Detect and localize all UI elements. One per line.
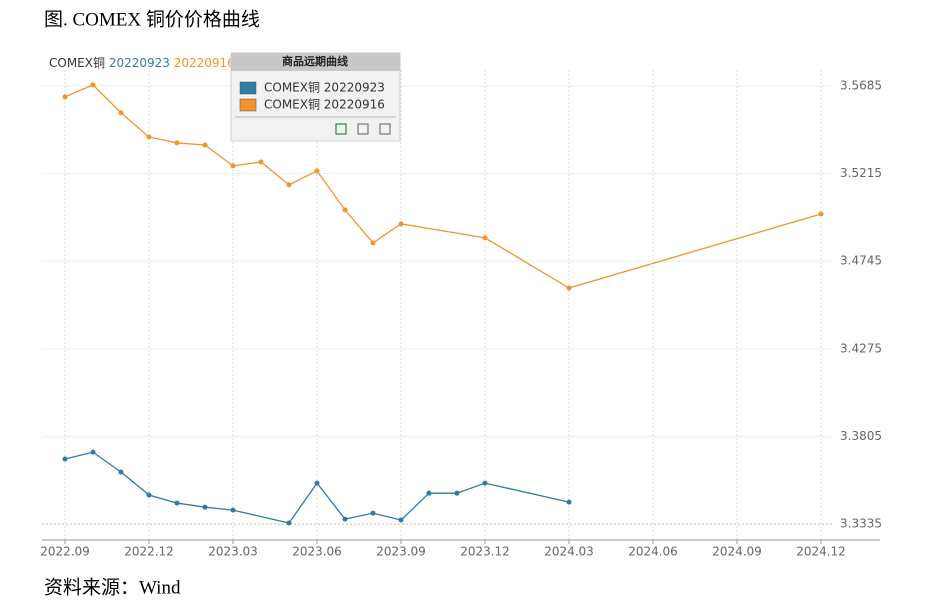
legend-header [231, 53, 400, 71]
data-point [314, 168, 320, 174]
data-point [342, 516, 348, 522]
legend-icon [379, 123, 391, 135]
header-date: 20220916 [174, 56, 235, 70]
data-point [342, 207, 348, 213]
data-point [146, 492, 152, 498]
legend-label: COMEX铜 20220923 [264, 80, 385, 95]
data-point [426, 490, 432, 496]
data-point [62, 94, 68, 100]
y-tick-label: 3.4275 [840, 341, 882, 355]
series-line [64, 451, 570, 524]
data-point [90, 82, 96, 88]
x-tick-label: 2022.12 [124, 545, 174, 559]
x-tick-label: 2024.09 [712, 545, 762, 559]
data-point [258, 159, 264, 165]
data-point [370, 510, 376, 516]
legend-icon [357, 123, 369, 135]
chart-title: 图. COMEX 铜价价格曲线 [44, 8, 260, 30]
data-point [370, 240, 376, 246]
data-point [398, 517, 404, 523]
data-point [230, 507, 236, 513]
data-point [818, 211, 824, 217]
data-point [566, 285, 572, 291]
legend-title: 商品远期曲线 [282, 54, 348, 68]
x-tick-label: 2023.03 [208, 545, 258, 559]
x-tick-label: 2023.09 [376, 545, 426, 559]
data-point [314, 480, 320, 486]
x-tick-label: 2022.09 [40, 545, 90, 559]
data-point [202, 142, 208, 148]
data-point [62, 456, 68, 462]
data-point [174, 500, 180, 506]
y-tick-label: 3.5215 [840, 166, 882, 180]
legend-swatch [239, 98, 257, 112]
header-name: COMEX铜 [49, 55, 105, 70]
y-tick-label: 3.4745 [840, 254, 882, 268]
data-point [90, 449, 96, 455]
legend-swatch [239, 81, 257, 95]
data-point [118, 110, 124, 116]
legend-icon [335, 123, 347, 135]
data-point [566, 499, 572, 505]
x-tick-label: 2024.03 [544, 545, 594, 559]
series-line [64, 84, 822, 289]
y-tick-label: 3.3805 [840, 429, 882, 443]
data-point [454, 490, 460, 496]
x-tick-label: 2024.06 [628, 545, 678, 559]
source: 资料来源：Wind [44, 576, 181, 598]
data-point [286, 182, 292, 188]
data-point [146, 134, 152, 140]
data-point [174, 140, 180, 146]
x-tick-label: 2024.12 [796, 545, 846, 559]
x-tick-label: 2023.06 [292, 545, 342, 559]
data-point [230, 163, 236, 169]
data-point [202, 504, 208, 510]
x-tick-label: 2023.12 [460, 545, 510, 559]
y-tick-label: 3.3335 [840, 517, 882, 531]
data-point [286, 520, 292, 526]
data-point [482, 235, 488, 241]
header-date: 20220923 [109, 56, 170, 70]
data-point [398, 221, 404, 227]
data-point [118, 469, 124, 475]
data-point [482, 480, 488, 486]
header-label: COMEX铜 20220923 20220916 [49, 55, 235, 70]
y-tick-label: 3.5685 [840, 78, 882, 92]
legend-label: COMEX铜 20220916 [264, 97, 385, 112]
